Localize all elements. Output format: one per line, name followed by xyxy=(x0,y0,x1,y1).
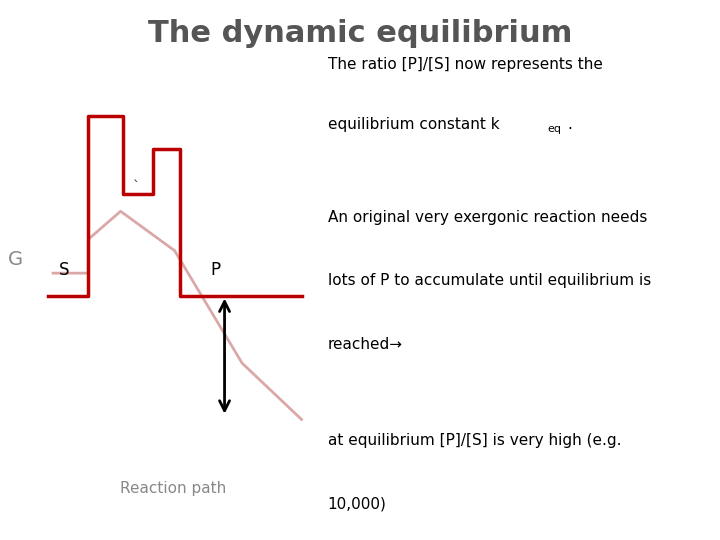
Text: S: S xyxy=(58,261,69,279)
Text: at equilibrium [P]/[S] is very high (e.g.: at equilibrium [P]/[S] is very high (e.g… xyxy=(328,433,621,448)
Text: reached→: reached→ xyxy=(328,337,402,352)
Text: The dynamic equilibrium: The dynamic equilibrium xyxy=(148,19,572,48)
Text: G: G xyxy=(8,249,24,269)
Text: .: . xyxy=(567,117,572,132)
Text: eq: eq xyxy=(547,124,561,134)
Text: `: ` xyxy=(133,180,140,194)
Text: equilibrium constant k: equilibrium constant k xyxy=(328,117,499,132)
Text: The ratio [P]/[S] now represents the: The ratio [P]/[S] now represents the xyxy=(328,57,603,72)
Text: Reaction path: Reaction path xyxy=(120,481,226,496)
Text: P: P xyxy=(210,261,220,279)
Text: 10,000): 10,000) xyxy=(328,496,387,511)
Text: An original very exergonic reaction needs: An original very exergonic reaction need… xyxy=(328,210,647,225)
Text: lots of P to accumulate until equilibrium is: lots of P to accumulate until equilibriu… xyxy=(328,273,651,288)
